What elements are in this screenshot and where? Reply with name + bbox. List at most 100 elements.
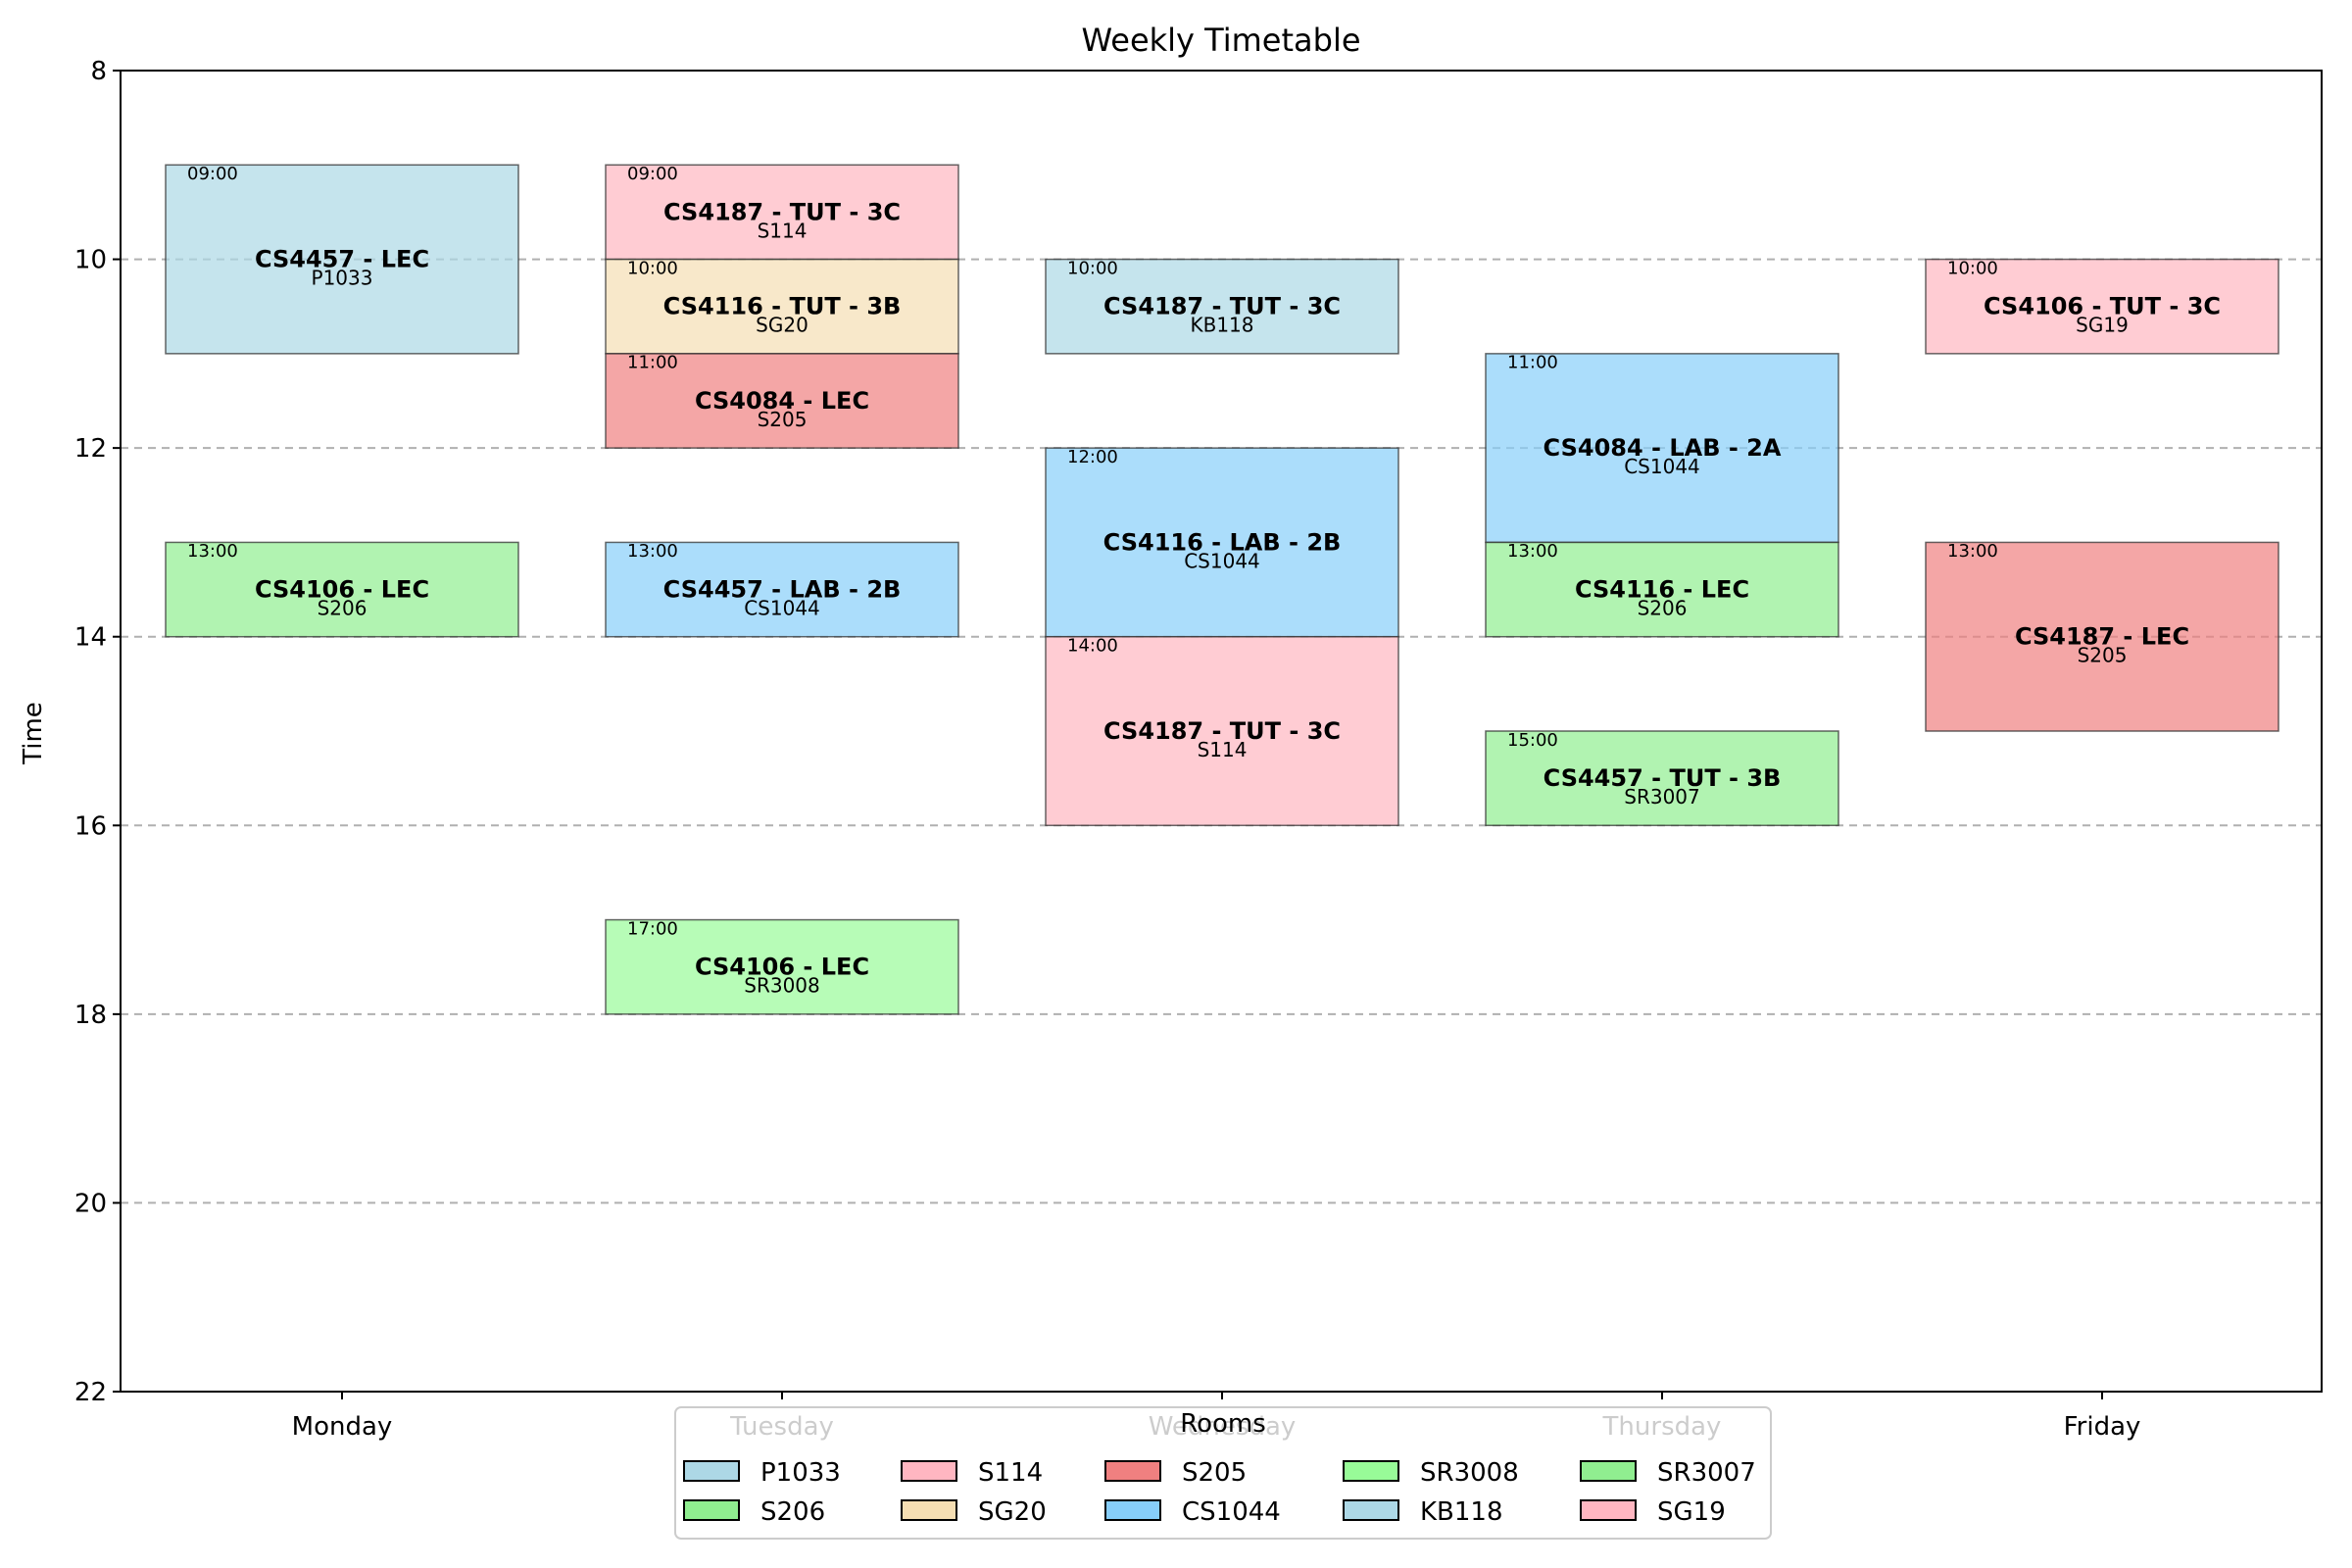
- event-start-time: 11:00: [627, 353, 678, 373]
- event-rect: [605, 918, 959, 1015]
- event-start-time: 13:00: [627, 541, 678, 562]
- event-rect: [605, 541, 959, 638]
- legend-swatch: [1104, 1460, 1161, 1482]
- legend-entry: S114: [901, 1458, 1043, 1488]
- event-room: S206: [318, 597, 368, 620]
- legend: Rooms P1033 S114 S205 SR3008 SR3007 S206 SG20 CS…: [674, 1406, 1772, 1540]
- legend-entry: CS1044: [1104, 1497, 1281, 1527]
- event-start-time: 09:00: [627, 164, 678, 184]
- event-title: CS4116 - TUT - 3B: [663, 293, 902, 320]
- event-start-time: 14:00: [1067, 636, 1118, 657]
- event-start-time: 17:00: [627, 918, 678, 939]
- legend-label: SR3007: [1657, 1458, 1756, 1488]
- legend-label: S206: [760, 1497, 825, 1527]
- event-title: CS4187 - TUT - 3C: [1103, 293, 1341, 320]
- legend-label: S114: [978, 1458, 1043, 1488]
- event-title: CS4187 - TUT - 3C: [1103, 717, 1341, 745]
- legend-swatch: [1580, 1460, 1637, 1482]
- event-rect: [1485, 541, 1839, 638]
- event-room: SG19: [2076, 314, 2129, 337]
- event-room: SG20: [756, 314, 808, 337]
- legend-swatch: [901, 1460, 957, 1482]
- legend-entry: P1033: [683, 1458, 841, 1488]
- event-room: S114: [758, 219, 808, 242]
- event-rect: [1485, 730, 1839, 827]
- event-title: CS4106 - LEC: [255, 576, 429, 604]
- event-rect: [605, 258, 959, 355]
- legend-entry: SR3007: [1580, 1458, 1756, 1488]
- legend-label: SG20: [978, 1497, 1047, 1527]
- event-title: CS4187 - LEC: [2015, 623, 2189, 651]
- legend-entry: SR3008: [1343, 1458, 1519, 1488]
- event-rect: [605, 164, 959, 261]
- y-tick-label: 20: [74, 1189, 107, 1218]
- legend-swatch: [1580, 1499, 1637, 1521]
- event-title: CS4116 - LEC: [1575, 576, 1749, 604]
- legend-label: P1033: [760, 1458, 841, 1488]
- y-tick-label: 22: [74, 1378, 107, 1407]
- y-tick-label: 18: [74, 1001, 107, 1030]
- event-start-time: 12:00: [1067, 447, 1118, 467]
- event-start-time: 15:00: [1507, 730, 1558, 751]
- legend-entry: S206: [683, 1497, 825, 1527]
- y-tick-label: 8: [90, 57, 107, 86]
- event-rect: [1925, 258, 2279, 355]
- event-rect: [165, 164, 519, 355]
- event-title: CS4106 - LEC: [695, 954, 869, 981]
- legend-label: SR3008: [1420, 1458, 1519, 1488]
- x-tick-label: Monday: [292, 1412, 393, 1442]
- legend-swatch: [901, 1499, 957, 1521]
- legend-entry: SG19: [1580, 1497, 1726, 1527]
- event-rect: [1045, 447, 1399, 638]
- legend-swatch: [1104, 1499, 1161, 1521]
- event-room: S114: [1198, 738, 1248, 761]
- legend-label: SG19: [1657, 1497, 1726, 1527]
- event-title: CS4116 - LAB - 2B: [1103, 528, 1342, 556]
- event-rect: [1045, 258, 1399, 355]
- legend-entry: KB118: [1343, 1497, 1503, 1527]
- event-start-time: 10:00: [1947, 258, 1998, 278]
- event-start-time: 13:00: [187, 541, 238, 562]
- event-start-time: 09:00: [187, 164, 238, 184]
- event-start-time: 13:00: [1947, 541, 1998, 562]
- legend-swatch: [683, 1499, 740, 1521]
- event-start-time: 11:00: [1507, 353, 1558, 373]
- chart-title: Weekly Timetable: [1081, 22, 1360, 59]
- event-title: CS4187 - TUT - 3C: [663, 198, 901, 225]
- event-room: CS1044: [1184, 549, 1260, 572]
- event-room: SR3008: [744, 974, 820, 998]
- y-tick-label: 14: [74, 623, 107, 653]
- x-tick-label: Friday: [2064, 1412, 2141, 1442]
- event-room: CS1044: [1624, 455, 1700, 478]
- y-tick-label: 10: [74, 246, 107, 275]
- event-room: KB118: [1190, 314, 1253, 337]
- legend-label: S205: [1182, 1458, 1247, 1488]
- event-rect: [165, 541, 519, 638]
- legend-swatch: [1343, 1499, 1399, 1521]
- event-room: P1033: [312, 267, 373, 290]
- legend-label: CS1044: [1182, 1497, 1281, 1527]
- event-title: CS4106 - TUT - 3C: [1984, 293, 2221, 320]
- event-start-time: 13:00: [1507, 541, 1558, 562]
- y-axis-label: Time: [19, 702, 48, 765]
- event-title: CS4084 - LAB - 2A: [1544, 434, 1782, 462]
- event-title: CS4457 - TUT - 3B: [1544, 764, 1782, 792]
- event-room: S206: [1638, 597, 1688, 620]
- y-tick-label: 12: [74, 434, 107, 464]
- y-tick-label: 16: [74, 811, 107, 841]
- event-start-time: 10:00: [1067, 258, 1118, 278]
- legend-entry: SG20: [901, 1497, 1047, 1527]
